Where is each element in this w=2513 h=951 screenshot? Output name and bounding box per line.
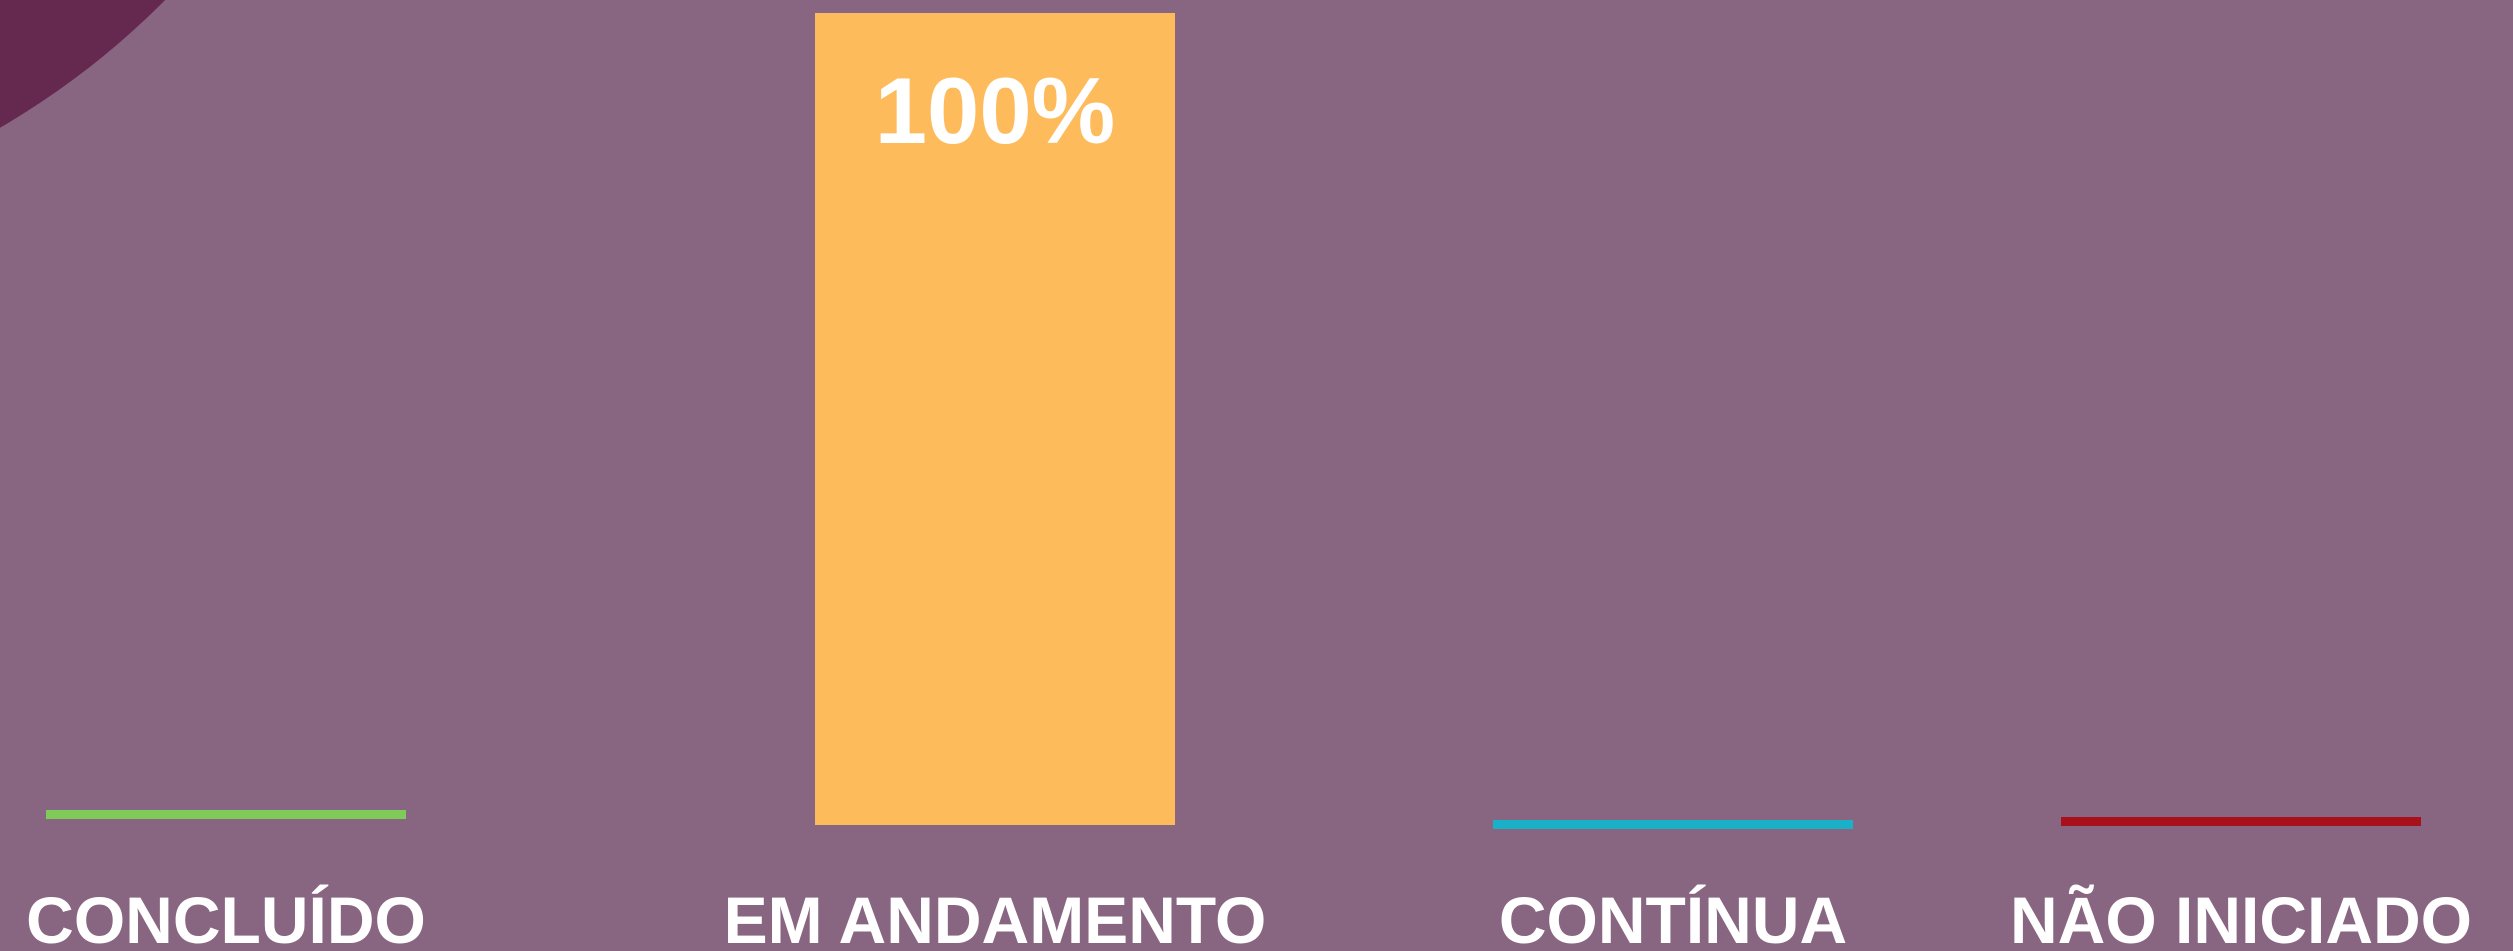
x-tick-label: CONCLUÍDO xyxy=(26,883,426,951)
bar xyxy=(1493,820,1853,829)
bar xyxy=(815,13,1175,825)
corner-decoration xyxy=(0,0,165,128)
x-tick-label: CONTÍNUA xyxy=(1499,883,1847,951)
bar xyxy=(2061,817,2421,826)
x-tick-label: NÃO INICIADO xyxy=(2010,883,2472,951)
x-tick-label: EM ANDAMENTO xyxy=(724,883,1267,951)
value-label: 100% xyxy=(875,58,1115,163)
bar xyxy=(46,810,406,819)
